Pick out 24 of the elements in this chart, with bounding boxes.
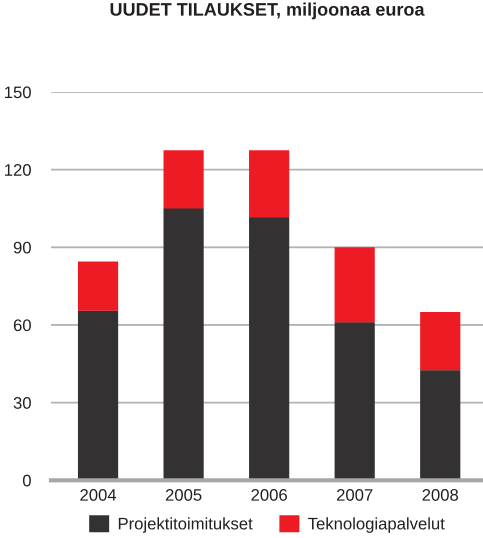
bar	[249, 218, 290, 480]
x-tick-label: 2006	[251, 489, 287, 501]
x-tick-label: 2007	[336, 489, 372, 501]
y-tick-label: 120	[5, 164, 31, 176]
bar	[420, 370, 460, 480]
y-tick-label: 150	[5, 86, 31, 98]
x-tick-label: 2005	[166, 489, 202, 501]
bar	[334, 322, 375, 480]
bar	[78, 262, 118, 311]
bar	[163, 208, 204, 480]
chart-title: UUDET TILAUKSET, miljoonaa euroa	[110, 2, 425, 20]
y-tick-label: 90	[14, 242, 31, 254]
legend-label: Projektitoimitukset	[118, 517, 253, 533]
bar	[334, 247, 375, 322]
y-tick-label: 0	[22, 474, 31, 486]
y-tick-label: 30	[14, 397, 31, 409]
bar	[163, 150, 204, 208]
x-tick-label: 2008	[422, 489, 458, 501]
bar	[78, 310, 118, 480]
x-tick-label: 2004	[80, 489, 116, 501]
legend-label: Teknologiapalvelut	[308, 517, 445, 533]
y-tick-label: 60	[14, 319, 31, 332]
bar	[420, 312, 460, 370]
bar	[249, 150, 290, 218]
